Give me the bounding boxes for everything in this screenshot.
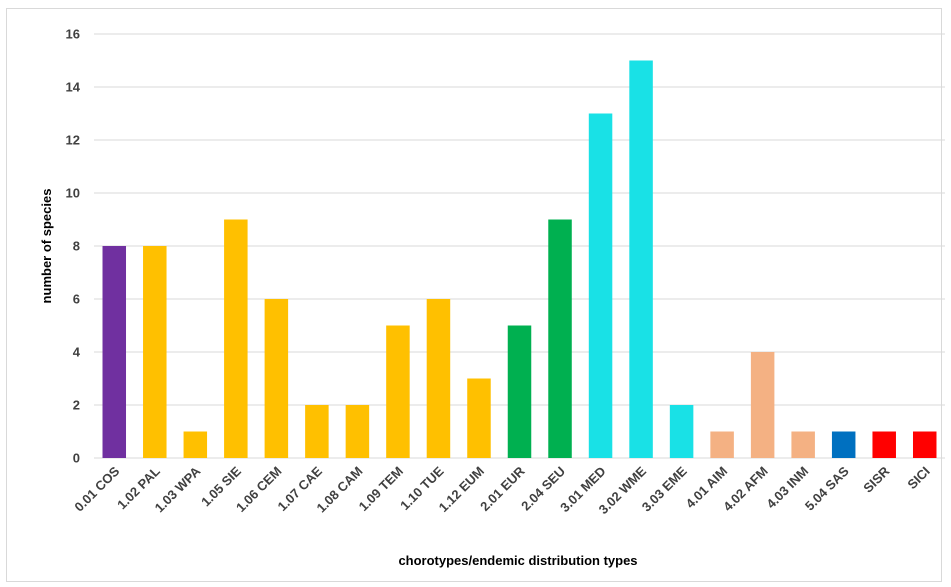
bar: [669, 405, 694, 458]
bars: [102, 60, 937, 458]
bar: [791, 431, 815, 458]
x-tick-label: 5.04 SAS: [802, 463, 852, 513]
y-tick-label: 16: [66, 27, 80, 42]
x-tick-label: 1.09 TEM: [356, 464, 406, 514]
bar: [183, 431, 208, 458]
bar: [386, 325, 410, 458]
bar: [629, 60, 653, 458]
bar: [750, 352, 775, 458]
x-tick-label: 3.03 EME: [639, 463, 690, 514]
bar: [548, 219, 572, 458]
y-tick-label: 10: [66, 186, 80, 201]
y-tick-label: 12: [66, 133, 80, 148]
bar: [305, 405, 329, 458]
y-tick-label: 6: [73, 292, 80, 307]
bar: [102, 246, 127, 458]
bar: [588, 113, 613, 458]
bar: [143, 246, 167, 458]
bar: [710, 431, 734, 458]
x-tick-label: 4.02 AFM: [720, 464, 771, 515]
y-tick-label: 4: [73, 345, 81, 360]
y-axis-title: number of species: [39, 189, 54, 304]
y-tick-label: 2: [73, 398, 80, 413]
x-tick-label: SISR: [860, 463, 892, 495]
x-axis-title: chorotypes/endemic distribution types: [398, 553, 637, 568]
bar: [224, 219, 248, 458]
y-tick-label: 14: [66, 80, 81, 95]
y-tick-labels: 0 2 4 6 8 10 12 14 16: [66, 27, 81, 466]
x-tick-label: 0.01 COS: [71, 463, 122, 514]
bar: [345, 405, 370, 458]
bar: [426, 299, 451, 458]
y-tick-label: 0: [73, 451, 80, 466]
bar: [467, 378, 491, 458]
bar: [872, 431, 896, 458]
bar: [264, 299, 289, 458]
y-tick-label: 8: [73, 239, 80, 254]
bar: [507, 325, 532, 458]
bar: [831, 431, 856, 458]
bar: [912, 431, 937, 458]
x-tick-label: SICI: [904, 464, 932, 492]
